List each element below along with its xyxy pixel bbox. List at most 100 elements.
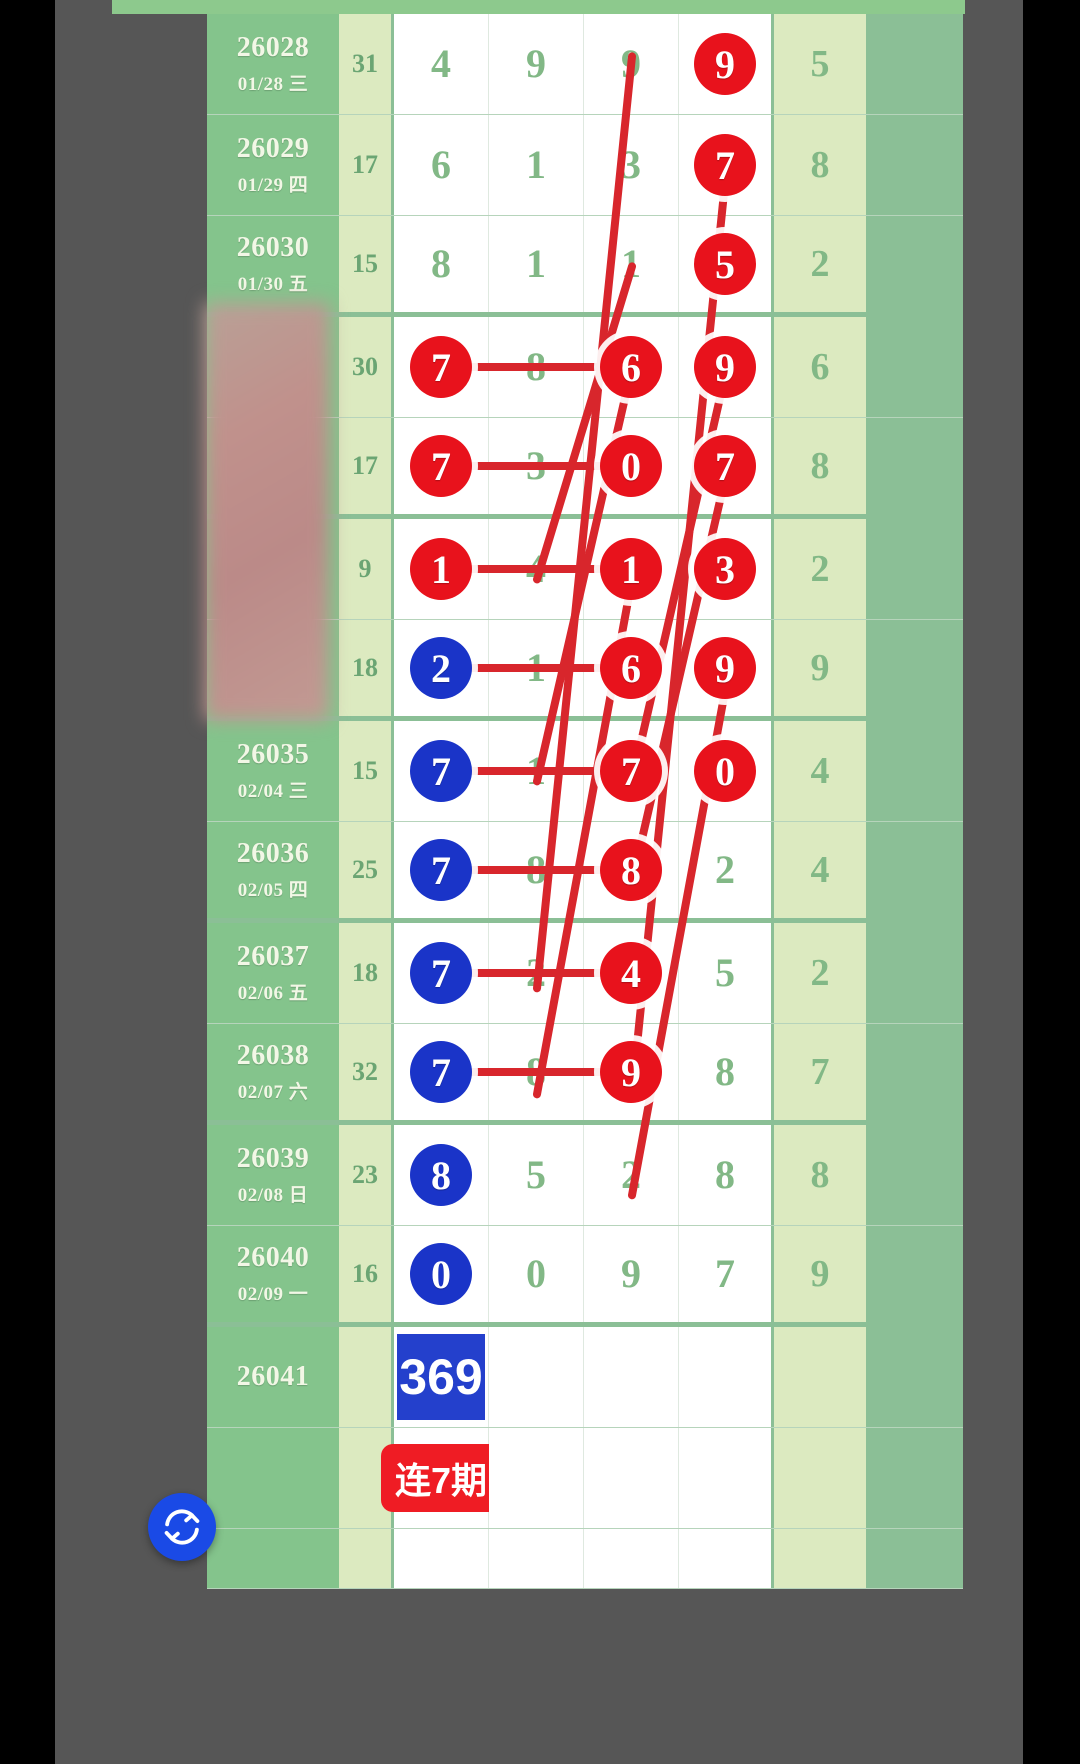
marked-ball-red[interactable]: 5 bbox=[694, 233, 756, 295]
tail-cell: 4 bbox=[774, 721, 866, 821]
marked-ball-red[interactable]: 9 bbox=[694, 637, 756, 699]
trend-row-container: 26028 01/28 三 31 4 9 9 9 5 26029 01/29 四 17 6 1 3 7 8 26… bbox=[207, 14, 963, 1589]
digit-cell[interactable]: 8 bbox=[679, 1125, 774, 1225]
prediction-row[interactable]: 26041 369 bbox=[207, 1327, 963, 1428]
digit-cell[interactable]: 7 bbox=[679, 115, 774, 215]
digit-cell[interactable]: 7 bbox=[394, 418, 631, 514]
marked-ball-blue[interactable]: 7 bbox=[410, 839, 472, 901]
tail-cell bbox=[774, 1327, 866, 1427]
marked-ball-blue[interactable]: 0 bbox=[410, 1243, 472, 1305]
table-row[interactable]: 26040 02/09 一 16 0 0 9 7 9 bbox=[207, 1226, 963, 1327]
trend-chart-table: 26028 01/28 三 31 4 9 9 9 5 26029 01/29 四 17 6 1 3 7 8 26… bbox=[207, 14, 963, 1589]
marked-ball-blue[interactable]: 8 bbox=[410, 1144, 472, 1206]
tail-cell: 6 bbox=[774, 317, 866, 417]
marked-ball-red[interactable]: 7 bbox=[410, 336, 472, 398]
digit-cell[interactable]: 9 bbox=[679, 620, 774, 716]
digit-cell[interactable]: 7 bbox=[394, 721, 631, 821]
marked-ball-blue[interactable]: 7 bbox=[410, 1041, 472, 1103]
marked-ball-red[interactable]: 9 bbox=[694, 33, 756, 95]
marked-ball-red[interactable]: 8 bbox=[600, 839, 662, 901]
marked-ball-red[interactable]: 7 bbox=[410, 435, 472, 497]
digit-value: 9 bbox=[621, 41, 641, 86]
digit-cell[interactable]: 0 bbox=[394, 1226, 489, 1322]
digit-cell[interactable]: 7 bbox=[679, 1226, 774, 1322]
refresh-button[interactable] bbox=[148, 1493, 216, 1561]
digit-cell[interactable]: 5 bbox=[679, 923, 774, 1023]
digit-cell[interactable]: 4 bbox=[394, 14, 489, 114]
digit-cell[interactable]: 2 bbox=[679, 822, 774, 918]
digit-value: 8 bbox=[431, 241, 451, 286]
marked-ball-blue[interactable]: 7 bbox=[410, 942, 472, 1004]
digit-cell[interactable]: 1 bbox=[584, 216, 679, 312]
issue-date: 02/09 一 bbox=[237, 1284, 309, 1306]
marked-ball-red[interactable]: 9 bbox=[600, 1041, 662, 1103]
marked-ball-red[interactable]: 9 bbox=[694, 336, 756, 398]
digit-value: 8 bbox=[715, 1152, 735, 1197]
digit-cell[interactable]: 1 bbox=[489, 216, 584, 312]
marked-ball-red[interactable]: 0 bbox=[694, 740, 756, 802]
marked-ball-red[interactable]: 1 bbox=[600, 538, 662, 600]
digit-cell[interactable]: 7 bbox=[394, 822, 631, 918]
issue-date: 02/07 六 bbox=[237, 1082, 309, 1104]
refresh-icon bbox=[164, 1509, 200, 1545]
marked-ball-red[interactable]: 3 bbox=[694, 538, 756, 600]
digit-cell[interactable]: 0 bbox=[489, 1226, 584, 1322]
digit-cell[interactable]: 9 bbox=[584, 14, 679, 114]
digit-cell[interactable]: 8 bbox=[679, 1024, 774, 1120]
table-row[interactable]: 26039 02/08 日 23 8 5 2 8 8 bbox=[207, 1125, 963, 1226]
digit-cell[interactable]: 9 bbox=[489, 14, 584, 114]
marked-ball-red[interactable]: 6 bbox=[600, 637, 662, 699]
marked-ball-red[interactable]: 0 bbox=[600, 435, 662, 497]
tail-cell bbox=[774, 1529, 866, 1588]
issue-number: 26038 bbox=[236, 1039, 310, 1071]
digit-cell[interactable]: 3 bbox=[679, 519, 774, 619]
digit-cell[interactable]: 7 bbox=[394, 1024, 631, 1120]
digit-value: 6 bbox=[431, 142, 451, 187]
marked-ball-red[interactable]: 1 bbox=[410, 538, 472, 600]
digit-cell[interactable]: 5 bbox=[679, 216, 774, 312]
digit-cell[interactable]: 7 bbox=[679, 418, 774, 514]
sum-cell bbox=[339, 1529, 394, 1588]
digit-cell[interactable]: 8 bbox=[394, 1125, 489, 1225]
digit-cell[interactable]: 9 bbox=[679, 14, 774, 114]
prediction-cell[interactable]: 369 bbox=[394, 1327, 489, 1427]
digit-value: 0 bbox=[526, 1251, 546, 1296]
digit-cell[interactable]: 2 bbox=[584, 1125, 679, 1225]
marked-ball-blue[interactable]: 7 bbox=[410, 740, 472, 802]
marked-ball-red[interactable]: 7 bbox=[600, 740, 662, 802]
table-row[interactable]: 26029 01/29 四 17 6 1 3 7 8 bbox=[207, 115, 963, 216]
digit-cell[interactable]: 1 bbox=[394, 519, 631, 619]
marked-ball-red[interactable]: 7 bbox=[694, 134, 756, 196]
issue-number: 26037 bbox=[236, 940, 310, 972]
digit-cell[interactable]: 7 bbox=[394, 317, 631, 417]
streak-badge[interactable]: 连7期 bbox=[380, 1444, 502, 1512]
digit-cell[interactable]: 6 bbox=[394, 115, 489, 215]
sum-cell: 9 bbox=[339, 519, 394, 619]
marked-ball-blue[interactable]: 2 bbox=[410, 637, 472, 699]
digit-cell bbox=[679, 1327, 774, 1427]
marked-ball-red[interactable]: 6 bbox=[600, 336, 662, 398]
digit-cell[interactable]: 0 bbox=[679, 721, 774, 821]
streak-cell[interactable]: 连7期 bbox=[380, 1428, 502, 1528]
digit-cell[interactable]: 7 bbox=[394, 923, 631, 1023]
prediction-numbers[interactable]: 369 bbox=[394, 1331, 488, 1423]
digit-cell bbox=[679, 1428, 774, 1528]
table-row[interactable]: 26030 01/30 五 15 8 1 1 5 2 bbox=[207, 216, 963, 317]
marked-ball-red[interactable]: 7 bbox=[694, 435, 756, 497]
digit-cell[interactable]: 2 bbox=[394, 620, 631, 716]
digit-cell[interactable]: 9 bbox=[584, 1226, 679, 1322]
table-row[interactable]: 26028 01/28 三 31 4 9 9 9 5 bbox=[207, 14, 963, 115]
digit-cell[interactable]: 1 bbox=[489, 115, 584, 215]
digit-cell bbox=[679, 1529, 774, 1588]
issue-cell: 26035 02/04 三 bbox=[207, 721, 339, 821]
digit-cell[interactable]: 5 bbox=[489, 1125, 584, 1225]
digit-cell[interactable]: 8 bbox=[394, 216, 489, 312]
digit-value: 9 bbox=[621, 1251, 641, 1296]
digit-cell[interactable]: 3 bbox=[584, 115, 679, 215]
digit-cell[interactable]: 9 bbox=[679, 317, 774, 417]
marked-ball-red[interactable]: 4 bbox=[600, 942, 662, 1004]
